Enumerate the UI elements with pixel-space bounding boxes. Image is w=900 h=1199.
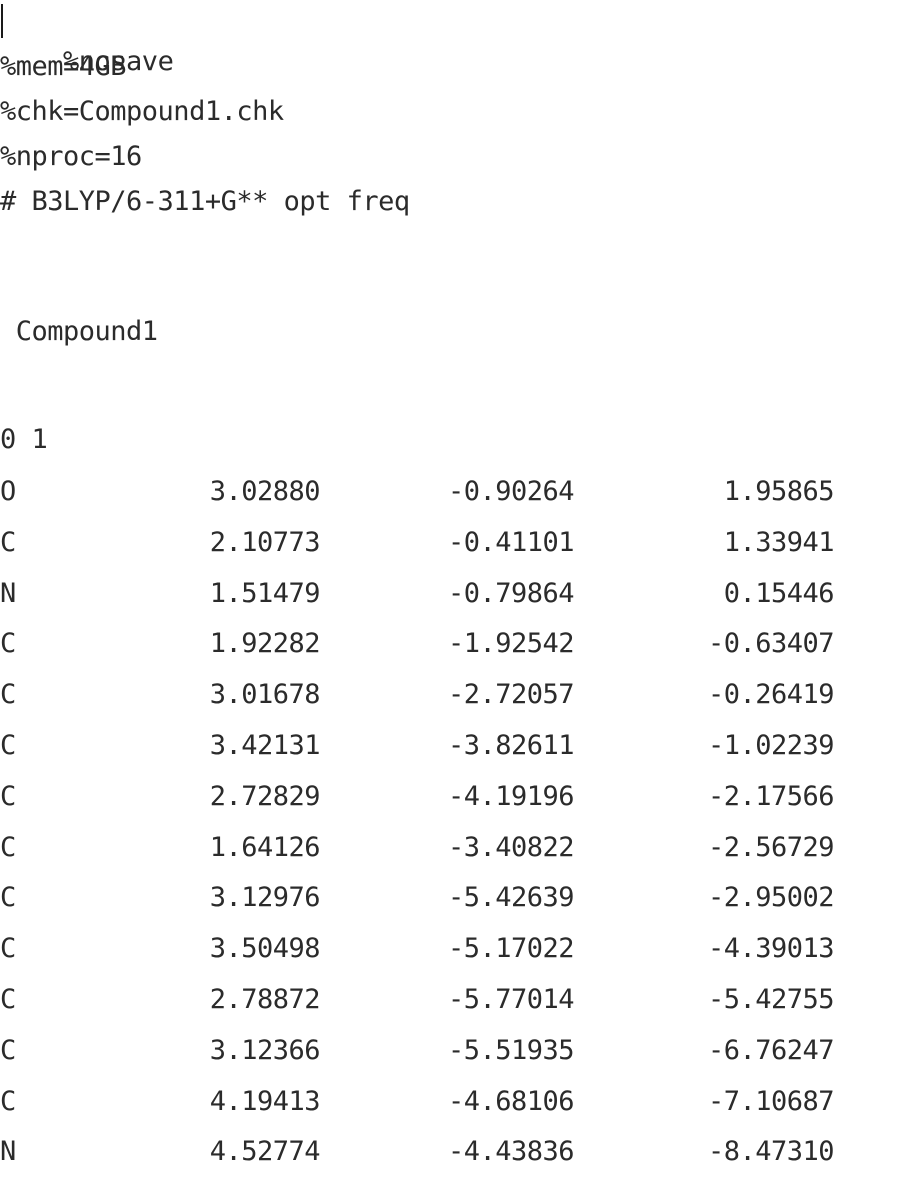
atom-element: C xyxy=(0,831,16,863)
atom-x: 3.12976 xyxy=(209,882,321,914)
atom-row: C 2.10773 -0.41101 1.33941 xyxy=(0,523,900,563)
atom-x: 1.64126 xyxy=(209,831,321,863)
atom-row: C 3.42131 -3.82611 -1.02239 xyxy=(0,726,900,766)
atom-row: C 3.12976 -5.42639 -2.95002 xyxy=(0,878,900,918)
atom-row: N 4.52774 -4.43836 -8.47310 xyxy=(0,1132,900,1172)
atom-row: C 1.64126 -3.40822 -2.56729 xyxy=(0,828,900,868)
atom-element: C xyxy=(0,679,16,711)
line-chk: %chk=Compound1.chk xyxy=(0,96,284,127)
atom-y: -5.42639 xyxy=(447,882,575,914)
atom-x: 3.50498 xyxy=(209,933,321,965)
atom-z: -8.47310 xyxy=(707,1136,835,1168)
atom-x: 1.92282 xyxy=(209,628,321,660)
atom-z: -2.56729 xyxy=(707,831,835,863)
atom-element: N xyxy=(0,577,16,609)
atom-y: -0.41101 xyxy=(447,526,575,558)
atom-y: -4.19196 xyxy=(447,780,575,812)
atom-z: 1.33941 xyxy=(723,526,835,558)
atom-element: C xyxy=(0,780,16,812)
atom-z: -1.02239 xyxy=(707,730,835,761)
atom-y: -5.51935 xyxy=(447,1034,575,1066)
atom-x: 2.72829 xyxy=(209,780,321,812)
atom-y: -5.17022 xyxy=(447,933,575,965)
atom-element: C xyxy=(0,628,16,660)
line-title: Compound1 xyxy=(0,316,158,347)
atom-row: C 3.12366 -5.51935 -6.76247 xyxy=(0,1031,900,1071)
atom-row: C 1.92282 -1.92542 -0.63407 xyxy=(0,624,900,664)
atom-element: N xyxy=(0,1136,16,1168)
atom-row: C 2.78872 -5.77014 -5.42755 xyxy=(0,980,900,1020)
atom-element: O xyxy=(0,476,16,507)
atom-z: 0.15446 xyxy=(723,577,835,609)
atom-x: 1.51479 xyxy=(209,577,321,609)
atom-z: -2.17566 xyxy=(707,780,835,812)
line-route: # B3LYP/6-311+G** opt freq xyxy=(0,186,410,217)
atom-element: C xyxy=(0,984,16,1015)
atom-row: C 4.19413 -4.68106 -7.10687 xyxy=(0,1082,900,1122)
atom-row: C 3.01678 -2.72057 -0.26419 xyxy=(0,675,900,715)
atom-y: -3.40822 xyxy=(447,831,575,863)
atom-z: -7.10687 xyxy=(707,1085,835,1117)
atom-element: C xyxy=(0,1085,16,1117)
atom-x: 2.10773 xyxy=(209,526,321,558)
atom-y: -1.92542 xyxy=(447,628,575,660)
line-nproc: %nproc=16 xyxy=(0,141,142,172)
atom-y: -0.90264 xyxy=(447,476,575,507)
atom-x: 4.19413 xyxy=(209,1085,321,1117)
atom-z: -6.76247 xyxy=(707,1034,835,1066)
line-charge-multiplicity: 0 1 xyxy=(0,424,48,455)
atom-element: C xyxy=(0,730,16,761)
atom-x: 3.02880 xyxy=(209,476,321,507)
atom-row: C 2.72829 -4.19196 -2.17566 xyxy=(0,777,900,817)
atom-x: 2.78872 xyxy=(209,984,321,1015)
line-text: %nosave xyxy=(63,46,174,77)
atom-row: O 3.02880 -0.90264 1.95865 xyxy=(0,472,900,512)
atom-y: -0.79864 xyxy=(447,577,575,609)
line-mem: %mem=4GB xyxy=(0,51,127,82)
atom-x: 4.52774 xyxy=(209,1136,321,1168)
atom-z: -5.42755 xyxy=(707,984,835,1015)
atom-y: -4.68106 xyxy=(447,1085,575,1117)
atom-z: -0.63407 xyxy=(707,628,835,660)
atom-element: C xyxy=(0,882,16,914)
atom-row: C 3.50498 -5.17022 -4.39013 xyxy=(0,929,900,969)
text-cursor xyxy=(1,4,3,38)
atom-y: -3.82611 xyxy=(447,730,575,761)
line-nosave: %nosave xyxy=(0,2,174,77)
atom-element: C xyxy=(0,1034,16,1066)
atom-element: C xyxy=(0,933,16,965)
atom-x: 3.42131 xyxy=(209,730,321,761)
atom-y: -2.72057 xyxy=(447,679,575,711)
atom-z: -2.95002 xyxy=(707,882,835,914)
atom-y: -4.43836 xyxy=(447,1136,575,1168)
atom-element: C xyxy=(0,526,16,558)
atom-z: -4.39013 xyxy=(707,933,835,965)
atom-x: 3.12366 xyxy=(209,1034,321,1066)
atom-y: -5.77014 xyxy=(447,984,575,1015)
atom-x: 3.01678 xyxy=(209,679,321,711)
atom-z: 1.95865 xyxy=(723,476,835,507)
atom-z: -0.26419 xyxy=(707,679,835,711)
atom-row: N 1.51479 -0.79864 0.15446 xyxy=(0,574,900,614)
